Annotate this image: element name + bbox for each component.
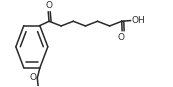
Text: O: O — [30, 73, 37, 82]
Text: O: O — [118, 33, 125, 42]
Text: OH: OH — [131, 16, 145, 25]
Text: O: O — [45, 1, 52, 10]
